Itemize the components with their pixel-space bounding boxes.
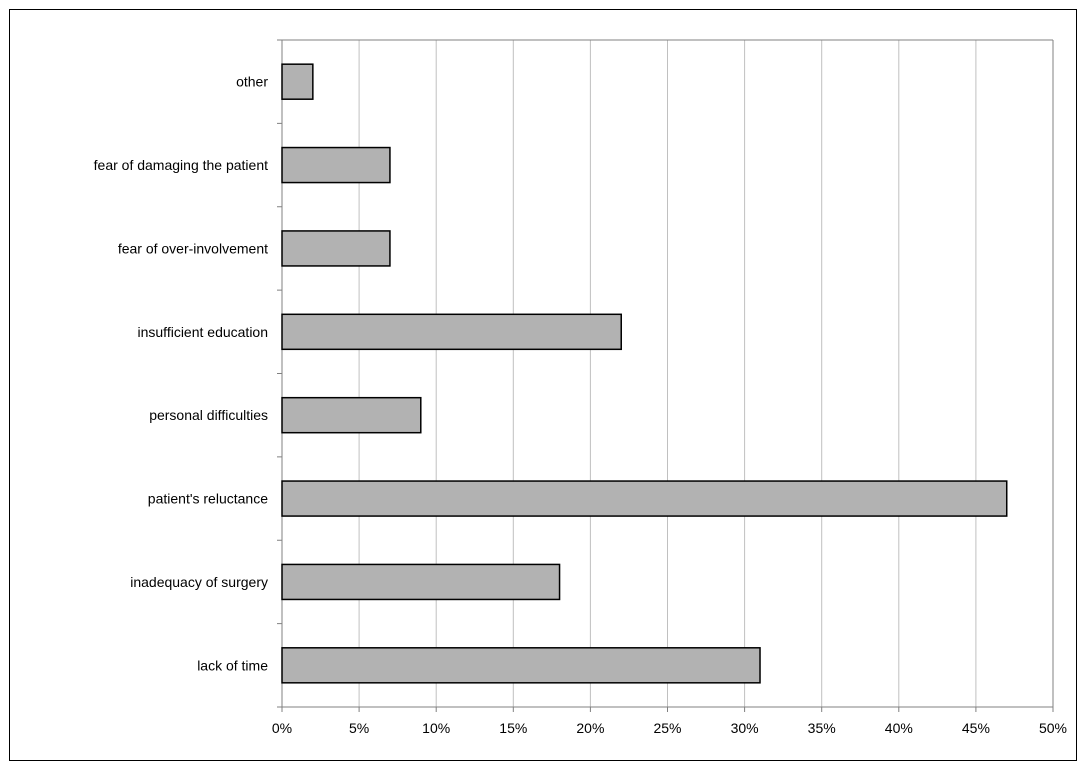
category-label: fear of over-involvement <box>118 240 268 256</box>
x-tick-label: 15% <box>499 720 527 736</box>
x-tick-label: 35% <box>808 720 836 736</box>
x-tick-label: 30% <box>731 720 759 736</box>
category-label: lack of time <box>197 657 268 673</box>
category-label: inadequacy of surgery <box>130 574 268 590</box>
bar <box>281 647 761 684</box>
chart-frame: 0% 5% 10% 15% 20% 25% 30% 35% 40% 45% 50% other fear… <box>9 9 1077 761</box>
category-label: insufficient education <box>138 324 269 340</box>
x-tick-label: 45% <box>962 720 990 736</box>
x-tick-label: 10% <box>422 720 450 736</box>
bar <box>281 63 314 100</box>
bar <box>281 480 1008 517</box>
category-label: fear of damaging the patient <box>94 157 268 173</box>
bar <box>281 146 391 184</box>
x-tick-label: 0% <box>272 720 292 736</box>
x-tick-label: 20% <box>576 720 604 736</box>
bar <box>281 396 422 434</box>
x-tick-label: 50% <box>1039 720 1067 736</box>
category-label: patient's reluctance <box>148 491 268 507</box>
x-tick-label: 5% <box>349 720 369 736</box>
x-tick-label: 40% <box>885 720 913 736</box>
category-label: personal difficulties <box>149 407 268 423</box>
bar-chart: 0% 5% 10% 15% 20% 25% 30% 35% 40% 45% 50% other fear… <box>94 39 1067 736</box>
category-label: other <box>236 74 268 90</box>
bar <box>281 313 622 351</box>
x-tick-label: 25% <box>653 720 681 736</box>
bar <box>281 563 561 601</box>
bar <box>281 230 391 267</box>
